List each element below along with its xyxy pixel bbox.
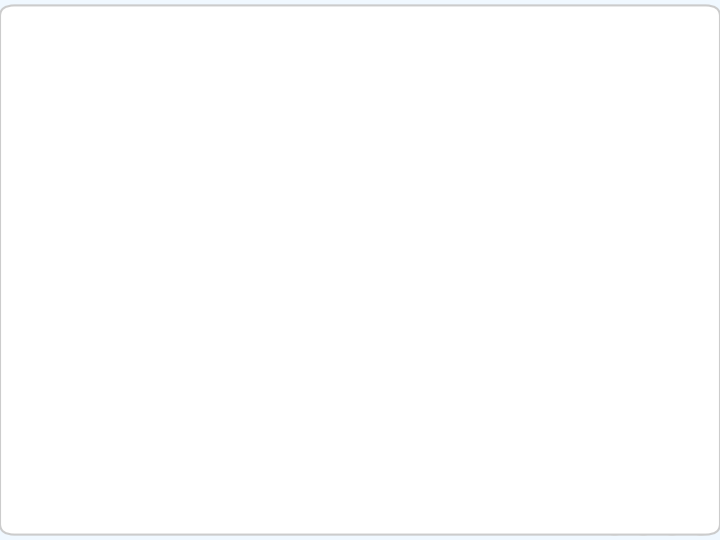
Circle shape [0,478,41,521]
Text: 1. NaOEt: 1. NaOEt [466,147,518,157]
Circle shape [660,511,684,535]
Text: I: I [504,161,508,172]
Text: 2: 2 [268,361,274,370]
Circle shape [26,443,66,483]
Text: Ch. P403: Ch. P403 [37,59,134,78]
Text: 3: 3 [498,165,504,174]
Text: H: H [192,183,202,193]
Text: 2: 2 [186,150,192,159]
Text: O: O [274,357,283,367]
Text: H: H [392,237,402,247]
Text: 2: 2 [410,240,415,249]
Text: CO: CO [165,154,182,164]
Text: (c): (c) [19,254,47,272]
Text: 2: 2 [186,179,192,187]
Circle shape [7,444,39,476]
Text: H: H [192,154,202,164]
Text: 1. Predict the product(s) of the following: 1. Predict the product(s) of the followi… [19,102,404,120]
Circle shape [603,511,627,535]
Circle shape [631,511,655,535]
Text: O: O [463,140,474,153]
Text: O: O [150,336,161,349]
Circle shape [638,484,663,510]
Circle shape [652,443,692,483]
Circle shape [27,494,55,523]
Text: (d): (d) [19,347,48,365]
Text: ?: ? [284,376,294,394]
Circle shape [66,487,102,522]
Text: Heat: Heat [201,154,230,165]
Circle shape [650,487,686,522]
Text: O: O [368,140,379,153]
Text: Organic: Organic [22,518,65,528]
Text: ⏮: ⏮ [612,518,618,528]
Circle shape [688,511,713,535]
Text: 2: 2 [276,240,282,249]
Text: I: I [235,374,238,384]
Text: 3: 3 [311,240,317,249]
Text: /PBr: /PBr [281,237,307,247]
Circle shape [631,444,662,476]
Text: ⏭: ⏭ [698,518,703,528]
Circle shape [107,491,139,522]
Text: reaction:: reaction: [48,129,132,147]
Circle shape [618,494,647,523]
Circle shape [672,497,701,526]
Text: B?: B? [452,255,472,271]
Text: 2: 2 [245,377,251,387]
Text: ▶: ▶ [668,518,676,528]
Text: —CH: —CH [165,377,200,392]
Text: Br: Br [256,237,270,247]
Text: ?: ? [247,164,256,183]
Text: (b): (b) [338,157,368,175]
Text: Additional Problems:: Additional Problems: [19,26,249,45]
Circle shape [590,478,633,521]
Circle shape [46,484,72,510]
Text: Chemistry: Chemistry [112,518,169,528]
Text: CO: CO [165,183,182,193]
Text: (a): (a) [19,161,48,179]
Text: O: O [415,237,425,247]
Text: CH$_3$CH$_2$CH$_2$COOH: CH$_3$CH$_2$CH$_2$COOH [52,253,196,272]
Text: ?: ? [516,164,526,183]
Text: A?: A? [319,255,340,271]
Circle shape [55,440,81,465]
Text: 2. CH: 2. CH [466,161,498,172]
Text: 3: 3 [202,377,209,387]
Text: ◀: ◀ [639,518,647,528]
Circle shape [94,483,116,505]
Text: ⁻OH,H: ⁻OH,H [222,357,260,367]
